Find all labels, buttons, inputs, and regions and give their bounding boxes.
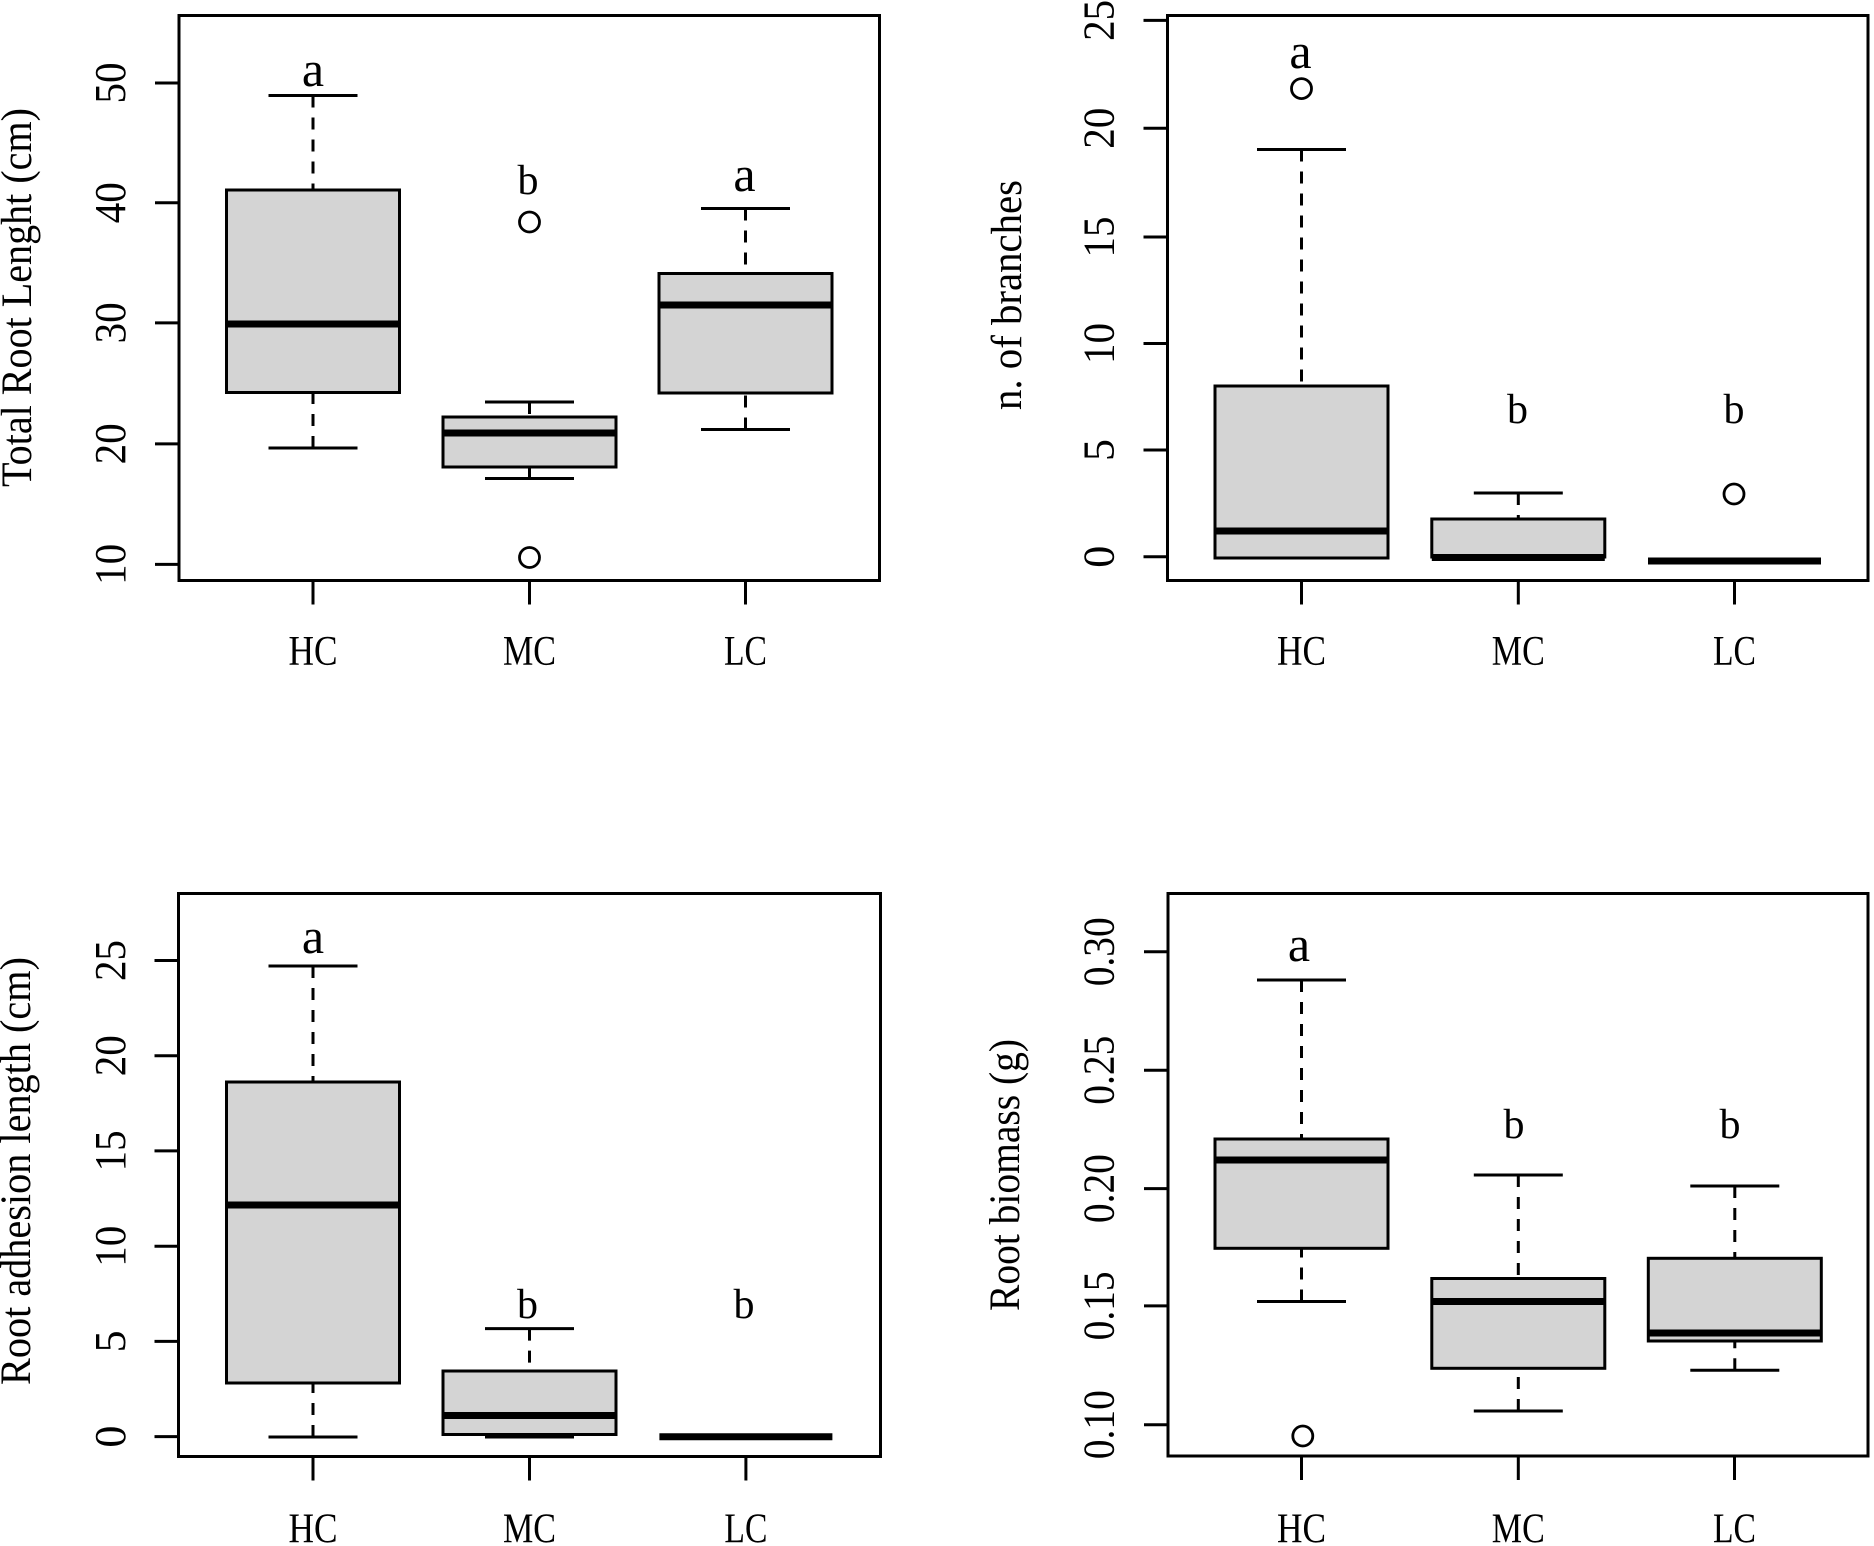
svg-text:n. of branches: n. of branches [984,180,1031,410]
svg-text:0.30: 0.30 [1075,917,1124,986]
svg-text:10: 10 [86,1226,135,1267]
svg-text:40: 40 [86,182,135,223]
svg-text:b: b [518,158,539,204]
svg-text:b: b [1504,1102,1525,1148]
svg-text:5: 5 [1075,439,1124,461]
svg-text:25: 25 [1075,0,1124,41]
svg-text:0.10: 0.10 [1075,1390,1124,1459]
svg-text:a: a [1288,916,1310,972]
svg-text:LC: LC [724,629,767,675]
svg-text:MC: MC [503,1507,556,1546]
svg-text:a: a [302,41,324,97]
svg-text:30: 30 [86,302,135,343]
svg-text:15: 15 [86,1130,135,1171]
svg-text:a: a [733,146,755,202]
svg-text:MC: MC [1492,1507,1545,1546]
svg-text:Root biomass (g): Root biomass (g) [982,1039,1029,1311]
svg-text:5: 5 [86,1330,135,1352]
svg-text:20: 20 [1075,108,1124,149]
svg-text:Total Root Lenght (cm): Total Root Lenght (cm) [0,108,41,487]
svg-text:0.20: 0.20 [1075,1154,1124,1223]
svg-text:MC: MC [503,629,556,675]
svg-text:HC: HC [1277,1507,1326,1546]
svg-text:10: 10 [1075,323,1124,364]
svg-text:15: 15 [1075,217,1124,258]
svg-text:HC: HC [289,629,338,675]
svg-text:a: a [302,908,324,964]
svg-text:b: b [1507,387,1528,433]
svg-text:20: 20 [86,423,135,464]
svg-text:HC: HC [1277,629,1326,675]
svg-text:0.25: 0.25 [1075,1036,1124,1105]
svg-text:0: 0 [86,1426,135,1448]
svg-text:a: a [1289,23,1311,79]
svg-text:20: 20 [86,1035,135,1076]
svg-text:25: 25 [86,940,135,981]
svg-text:MC: MC [1492,629,1545,675]
svg-text:LC: LC [724,1507,767,1546]
svg-text:10: 10 [86,544,135,585]
svg-text:50: 50 [86,63,135,104]
svg-text:HC: HC [289,1507,338,1546]
svg-text:LC: LC [1713,629,1756,675]
svg-text:b: b [1720,1102,1741,1148]
svg-text:Root adhesion length (cm): Root adhesion length (cm) [0,957,40,1385]
svg-text:b: b [1724,387,1745,433]
svg-text:0: 0 [1075,546,1124,568]
svg-text:b: b [734,1282,755,1328]
svg-text:b: b [517,1282,538,1328]
svg-text:0.15: 0.15 [1075,1271,1124,1340]
svg-text:LC: LC [1713,1507,1756,1546]
